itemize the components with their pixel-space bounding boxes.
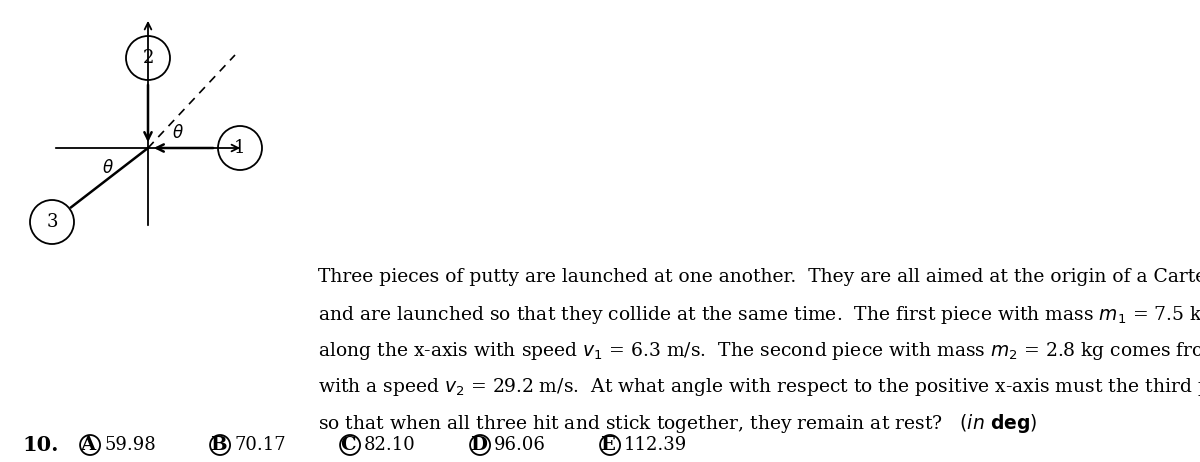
Text: 112.39: 112.39	[624, 436, 688, 454]
Text: 1: 1	[234, 139, 246, 157]
Text: 96.06: 96.06	[494, 436, 546, 454]
Text: 59.98: 59.98	[104, 436, 156, 454]
Text: and are launched so that they collide at the same time.  The first piece with ma: and are launched so that they collide at…	[318, 304, 1200, 326]
Text: 70.17: 70.17	[234, 436, 286, 454]
Text: Three pieces of putty are launched at one another.  They are all aimed at the or: Three pieces of putty are launched at on…	[318, 268, 1200, 286]
Text: $\theta$: $\theta$	[102, 159, 114, 177]
Text: $\theta$: $\theta$	[172, 124, 184, 142]
Text: A: A	[80, 436, 95, 454]
Text: 82.10: 82.10	[364, 436, 416, 454]
Text: D: D	[470, 436, 487, 454]
Text: so that when all three hit and stick together, they remain at rest?   $(in$ $\ma: so that when all three hit and stick tog…	[318, 412, 1037, 435]
Text: E: E	[600, 436, 614, 454]
Text: 3: 3	[47, 213, 58, 231]
Text: B: B	[210, 436, 227, 454]
Text: 10.: 10.	[22, 435, 59, 455]
Text: with a speed $v_2$ = 29.2 m/s.  At what angle with respect to the positive x-axi: with a speed $v_2$ = 29.2 m/s. At what a…	[318, 376, 1200, 398]
Text: 2: 2	[143, 49, 154, 67]
Text: C: C	[340, 436, 355, 454]
Text: along the x-axis with speed $v_1$ = 6.3 m/s.  The second piece with mass $m_2$ =: along the x-axis with speed $v_1$ = 6.3 …	[318, 340, 1200, 362]
